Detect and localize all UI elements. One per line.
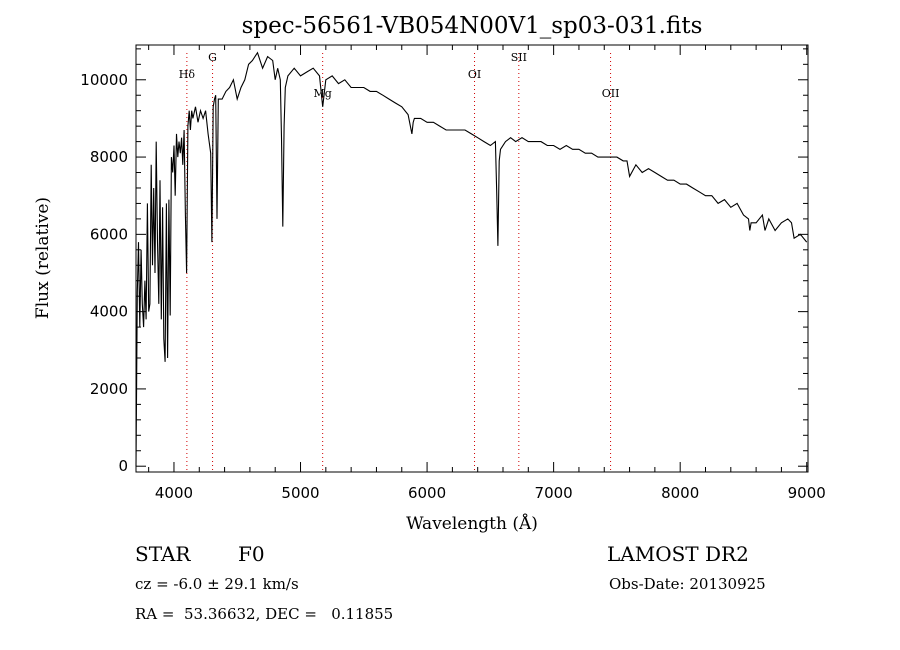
x-tick-label: 9000: [788, 484, 826, 502]
coordinates: RA = 53.36632, DEC = 0.11855: [135, 605, 394, 623]
line-marker-label: Hδ: [179, 68, 196, 81]
spectrum-line: [135, 51, 808, 467]
x-tick-label: 5000: [281, 484, 319, 502]
y-tick-label: 10000: [80, 71, 128, 89]
object-subclass: F0: [238, 542, 265, 566]
survey-label: LAMOST DR2: [607, 542, 749, 566]
x-tick-label: 7000: [535, 484, 573, 502]
x-tick-label: 4000: [155, 484, 193, 502]
obs-date: Obs-Date: 20130925: [609, 575, 766, 593]
line-markers: Hδ G Mg OI SII OII: [179, 51, 620, 472]
x-tick-label: 8000: [661, 484, 699, 502]
x-axis-label: Wavelength (Å): [406, 513, 538, 534]
line-marker-label: OII: [602, 87, 620, 100]
y-tick-label: 2000: [90, 380, 128, 398]
plot-frame: [135, 44, 809, 473]
line-marker-label: SII: [511, 51, 527, 64]
y-tick-label: 4000: [90, 303, 128, 321]
redshift-text: cz = -6.0 ± 29.1 km/s: [135, 575, 299, 593]
y-axis-label: Flux (relative): [33, 197, 53, 319]
y-tick-label: 6000: [90, 225, 128, 243]
line-marker-label: OI: [468, 68, 481, 81]
x-axis-ticks: 4000 5000 6000 7000 8000 9000: [148, 45, 826, 502]
line-marker-label: Mg: [314, 87, 332, 100]
y-axis-ticks: 0 2000 4000 6000 8000 10000: [80, 48, 808, 475]
y-tick-label: 8000: [90, 148, 128, 166]
chart-title: spec-56561-VB054N00V1_sp03-031.fits: [242, 13, 703, 39]
x-tick-label: 6000: [408, 484, 446, 502]
line-marker-label: G: [208, 51, 217, 64]
object-class: STAR: [135, 542, 191, 566]
y-tick-label: 0: [118, 457, 128, 475]
